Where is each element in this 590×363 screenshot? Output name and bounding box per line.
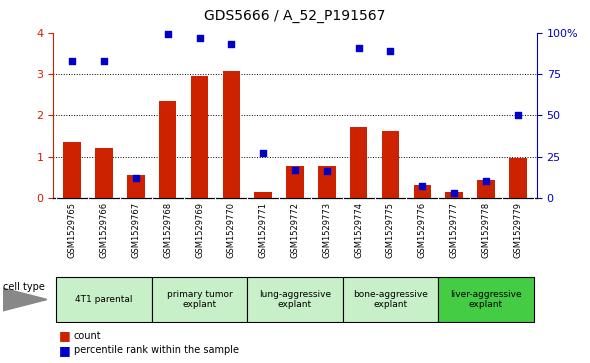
Point (386, 48, 395, 54)
Bar (414, 185, 431, 198)
Point (322, 168, 332, 174)
Polygon shape (3, 288, 47, 311)
Point (354, 45, 363, 50)
Text: lung-aggressive
explant: lung-aggressive explant (259, 290, 331, 309)
Point (227, 41, 236, 47)
Text: cell type: cell type (3, 282, 45, 292)
Text: primary tumor
explant: primary tumor explant (166, 290, 232, 309)
Bar (222, 71, 240, 198)
Text: GDS5666 / A_52_P191567: GDS5666 / A_52_P191567 (204, 9, 386, 23)
Bar (95, 148, 113, 198)
Bar (64, 142, 81, 198)
Bar (318, 166, 336, 198)
Text: GSM1529774: GSM1529774 (354, 202, 363, 258)
Bar (286, 166, 304, 198)
Text: bone-aggressive
explant: bone-aggressive explant (353, 290, 428, 309)
Point (481, 178, 491, 184)
Text: ■: ■ (59, 329, 71, 342)
Bar (159, 101, 176, 198)
Bar (477, 180, 495, 198)
Text: liver-aggressive
explant: liver-aggressive explant (450, 290, 522, 309)
Text: GSM1529765: GSM1529765 (68, 202, 77, 258)
Point (195, 35, 204, 41)
Point (163, 32, 172, 37)
Bar (350, 127, 368, 198)
Point (67, 58, 77, 64)
FancyBboxPatch shape (438, 277, 534, 322)
Bar (445, 192, 463, 198)
FancyBboxPatch shape (343, 277, 438, 322)
Point (450, 190, 459, 196)
Text: GSM1529769: GSM1529769 (195, 202, 204, 258)
Text: GSM1529777: GSM1529777 (450, 202, 458, 258)
Text: percentile rank within the sample: percentile rank within the sample (74, 345, 239, 355)
Text: GSM1529773: GSM1529773 (322, 202, 332, 258)
Bar (509, 158, 526, 198)
Text: GSM1529778: GSM1529778 (481, 202, 490, 258)
Text: GSM1529768: GSM1529768 (163, 202, 172, 258)
Text: GSM1529770: GSM1529770 (227, 202, 236, 258)
Text: GSM1529779: GSM1529779 (513, 202, 522, 258)
Bar (382, 131, 399, 198)
Text: GSM1529767: GSM1529767 (132, 202, 140, 258)
FancyBboxPatch shape (247, 277, 343, 322)
Point (258, 150, 268, 156)
Bar (191, 76, 208, 198)
Text: ■: ■ (59, 344, 71, 357)
Text: GSM1529766: GSM1529766 (100, 202, 109, 258)
Bar (254, 192, 272, 198)
Text: GSM1529775: GSM1529775 (386, 202, 395, 258)
Text: GSM1529772: GSM1529772 (290, 202, 300, 258)
Point (513, 113, 523, 118)
Bar (127, 175, 145, 198)
Text: GSM1529776: GSM1529776 (418, 202, 427, 258)
FancyBboxPatch shape (152, 277, 247, 322)
Text: GSM1529771: GSM1529771 (258, 202, 268, 258)
Point (290, 167, 300, 173)
Text: 4T1 parental: 4T1 parental (76, 295, 133, 304)
Point (131, 175, 140, 181)
FancyBboxPatch shape (56, 277, 152, 322)
Text: count: count (74, 331, 101, 341)
Point (99, 58, 109, 64)
Point (418, 183, 427, 189)
